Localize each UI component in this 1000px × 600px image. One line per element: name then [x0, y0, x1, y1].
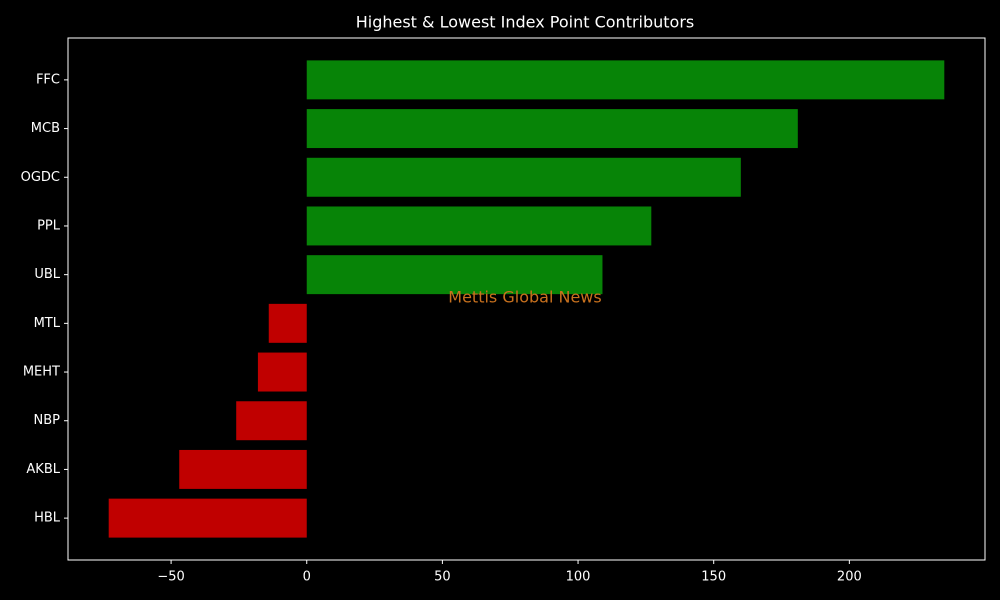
bar [236, 401, 307, 441]
y-tick-label: AKBL [26, 462, 60, 477]
y-tick-label: MCB [31, 121, 60, 136]
x-tick-label: 0 [303, 570, 311, 585]
bar [306, 157, 741, 197]
y-tick-label: HBL [34, 511, 61, 526]
y-tick-label: UBL [34, 267, 60, 282]
x-tick-label: 100 [566, 570, 591, 585]
x-tick-label: 50 [434, 570, 451, 585]
bar [306, 60, 945, 100]
bar [257, 352, 307, 392]
y-tick-label: MEHT [23, 365, 60, 380]
x-tick-label: −50 [157, 570, 184, 585]
y-tick-label: OGDC [21, 170, 60, 185]
x-tick-label: 150 [701, 570, 726, 585]
bar [306, 109, 798, 149]
plot-frame [67, 37, 986, 561]
watermark: Mettis Global News [448, 288, 601, 307]
bar [179, 449, 307, 489]
bar [306, 206, 652, 246]
y-tick-label: PPL [37, 218, 61, 233]
bar [108, 498, 307, 538]
y-tick-label: NBP [34, 413, 61, 428]
x-tick-label: 200 [837, 570, 862, 585]
bar [306, 255, 603, 295]
y-tick-label: FFC [36, 72, 60, 87]
bar [268, 303, 307, 343]
y-tick-label: MTL [34, 316, 61, 331]
chart-title: Highest & Lowest Index Point Contributor… [356, 13, 695, 32]
